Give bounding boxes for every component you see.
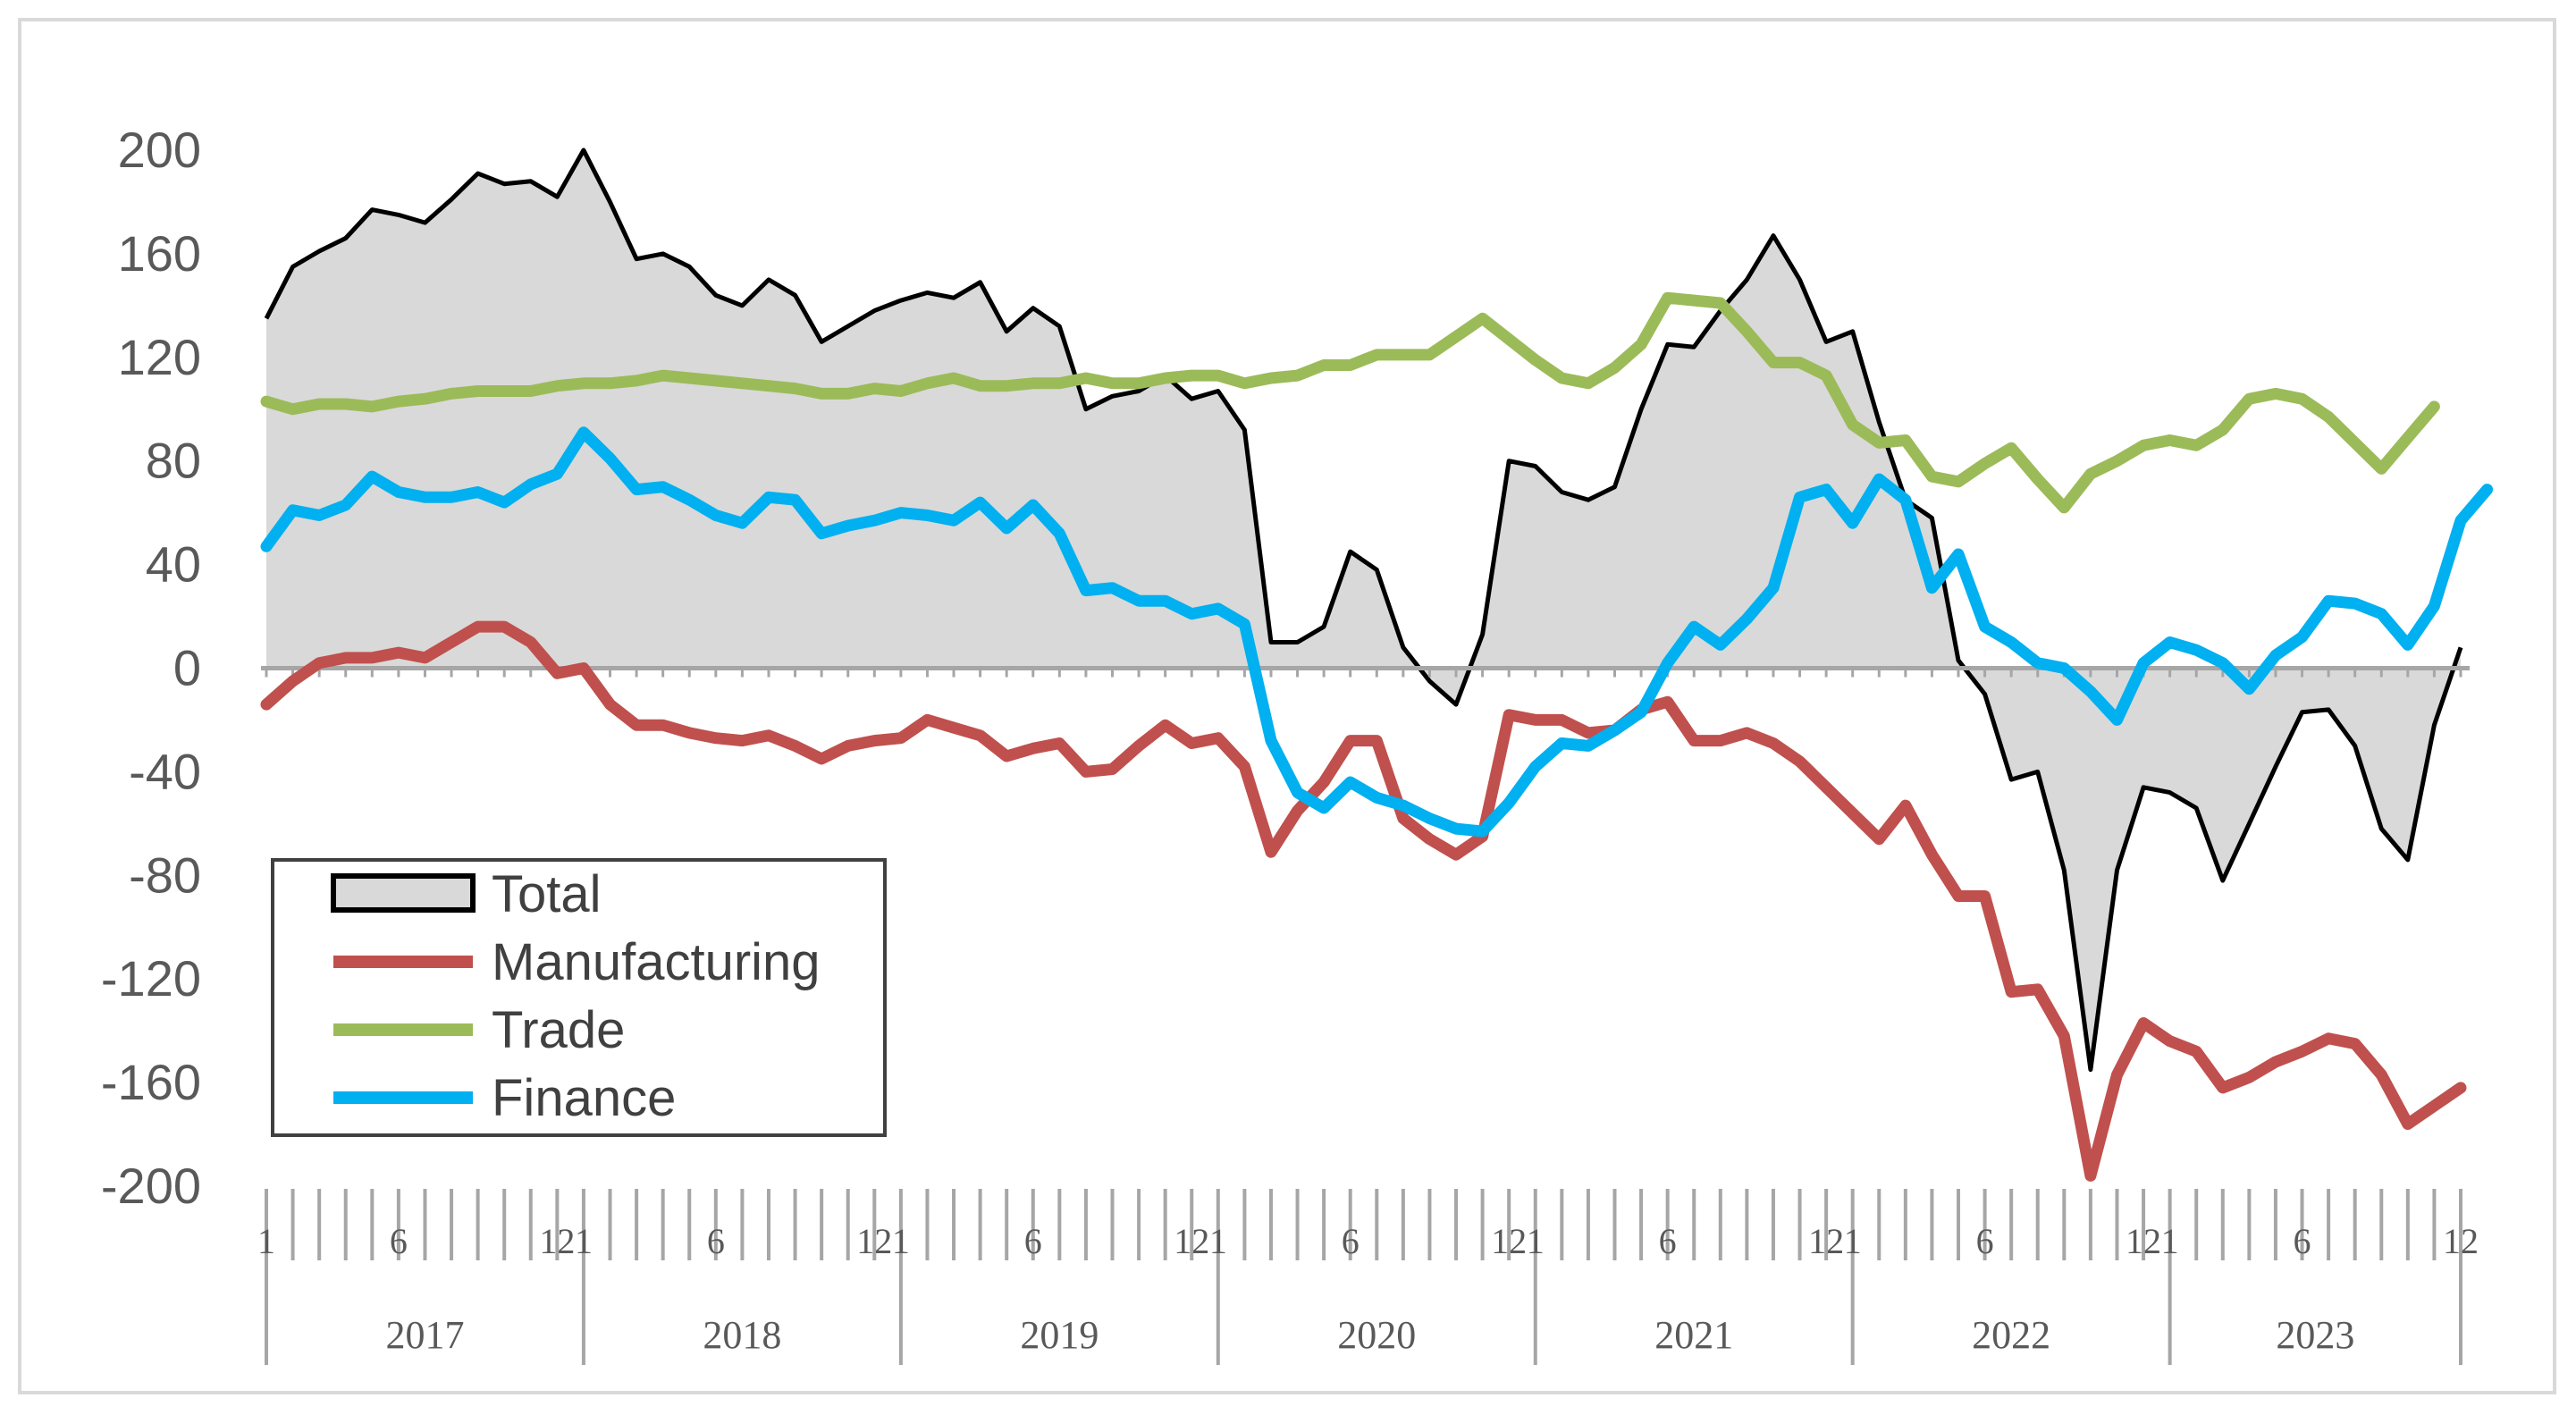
month-tick-label: 6 xyxy=(1342,1221,1360,1261)
series-trade-line xyxy=(260,291,2440,514)
month-tick-label: 12 xyxy=(1808,1221,1844,1261)
legend-item-manufacturing: Manufacturing xyxy=(333,933,821,991)
month-tick-label: 12 xyxy=(2443,1221,2479,1261)
month-tick-label: 12 xyxy=(1491,1221,1527,1261)
legend-item-trade: Trade xyxy=(333,1001,625,1059)
series-total-line xyxy=(264,147,2463,1073)
month-tick-label: 6 xyxy=(707,1221,725,1261)
legend: Total Manufacturing Trade Finance xyxy=(271,858,887,1137)
y-tick-label: -120 xyxy=(101,950,201,1007)
y-tick-label: -200 xyxy=(101,1158,201,1214)
month-tick-label: 1 xyxy=(257,1221,275,1261)
legend-swatch-total xyxy=(331,873,476,913)
y-tick-label: 0 xyxy=(173,640,201,696)
month-tick-label: 6 xyxy=(1976,1221,1994,1261)
year-label: 2019 xyxy=(1020,1313,1099,1357)
year-label: 2021 xyxy=(1654,1313,1733,1357)
month-tick-label: 1 xyxy=(1209,1221,1227,1261)
month-tick-label: 6 xyxy=(1659,1221,1677,1261)
series-total-area xyxy=(266,150,2461,1070)
month-tick-label: 12 xyxy=(2126,1221,2161,1261)
year-label: 2022 xyxy=(1972,1313,2050,1357)
legend-label-manufacturing: Manufacturing xyxy=(492,933,821,991)
y-tick-label: 40 xyxy=(146,536,201,593)
month-tick-label: 6 xyxy=(390,1221,408,1261)
y-tick-label: -40 xyxy=(129,743,201,799)
y-tick-label: 120 xyxy=(118,329,201,385)
month-tick-label: 1 xyxy=(2161,1221,2179,1261)
y-tick-label: 160 xyxy=(118,225,201,282)
month-tick-label: 6 xyxy=(1024,1221,1042,1261)
series-finance-line xyxy=(260,426,2494,838)
month-tick-label: 6 xyxy=(2294,1221,2311,1261)
month-tick-label: 1 xyxy=(575,1221,593,1261)
series-manufacturing-line xyxy=(260,620,2467,1182)
month-tick-label: 1 xyxy=(892,1221,910,1261)
month-tick-label: 1 xyxy=(1844,1221,1862,1261)
legend-item-total: Total xyxy=(331,865,602,923)
month-tick-label: 12 xyxy=(856,1221,892,1261)
plot-area xyxy=(260,147,2494,1182)
y-tick-label: -160 xyxy=(101,1054,201,1110)
month-tick-label: 12 xyxy=(539,1221,575,1261)
month-tick-label: 1 xyxy=(1527,1221,1545,1261)
y-tick-label: 200 xyxy=(118,122,201,178)
year-label: 2018 xyxy=(703,1313,781,1357)
y-tick-label: 80 xyxy=(146,433,201,489)
legend-item-finance: Finance xyxy=(333,1069,676,1127)
year-label: 2020 xyxy=(1337,1313,1416,1357)
legend-label-total: Total xyxy=(492,865,602,923)
y-tick-label: -80 xyxy=(129,846,201,903)
year-label: 2017 xyxy=(385,1313,464,1357)
month-tick-label: 12 xyxy=(1174,1221,1209,1261)
legend-label-trade: Trade xyxy=(492,1001,625,1059)
year-label: 2023 xyxy=(2276,1313,2354,1357)
legend-label-finance: Finance xyxy=(492,1069,676,1127)
y-axis: 200 160 120 80 40 0 -40 -80 -120 -160 -200 xyxy=(101,122,201,1214)
